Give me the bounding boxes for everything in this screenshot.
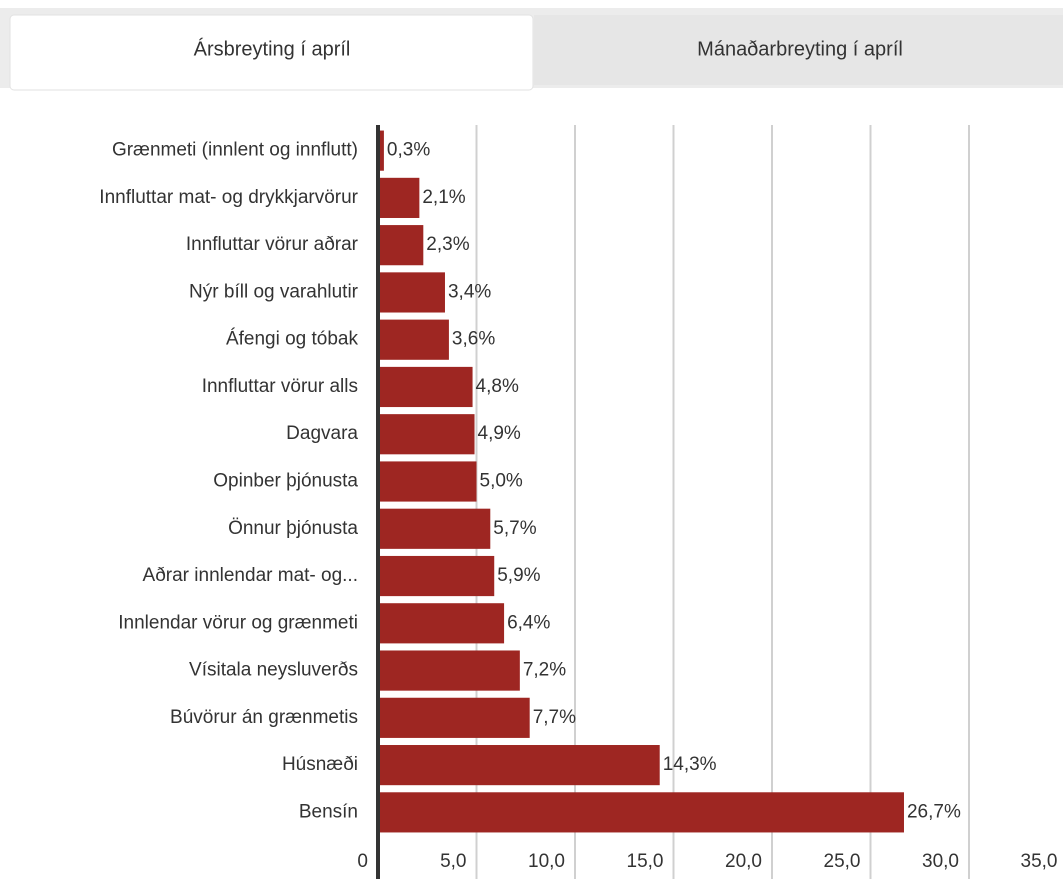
data-label: 0,3% xyxy=(387,140,430,161)
y-tick-label: Húsnæði xyxy=(282,754,358,775)
y-tick-label: Innfluttar mat- og drykkjarvörur xyxy=(99,187,358,208)
data-label: 4,9% xyxy=(478,423,521,444)
y-tick-label: Búvörur án grænmetis xyxy=(170,707,358,728)
bar xyxy=(378,650,520,691)
bar xyxy=(378,745,660,786)
y-tick-label: Nýr bíll og varahlutir xyxy=(189,281,359,302)
bar xyxy=(378,461,477,502)
x-tick-label: 30,0 xyxy=(922,851,959,872)
y-tick-label: Opinber þjónusta xyxy=(213,471,358,492)
y-tick-label: Önnur þjónusta xyxy=(228,518,358,539)
tab-label[interactable]: Ársbreyting í apríl xyxy=(194,37,351,60)
x-tick-label: 0 xyxy=(357,851,368,872)
tab-label[interactable]: Mánaðarbreyting í apríl xyxy=(697,38,903,60)
data-label: 2,1% xyxy=(422,187,465,208)
bar xyxy=(378,130,384,171)
bar xyxy=(378,272,445,313)
y-tick-label: Áfengi og tóbak xyxy=(226,329,359,350)
tab-active[interactable] xyxy=(9,14,534,91)
bar xyxy=(378,414,475,455)
bar xyxy=(378,508,491,549)
y-tick-label: Vísitala neysluverðs xyxy=(189,660,358,681)
bar xyxy=(378,366,473,408)
data-label: 5,7% xyxy=(493,518,536,539)
y-tick-label: Grænmeti (innlent og innflutt) xyxy=(112,140,358,161)
data-label: 6,4% xyxy=(507,612,550,633)
data-label: 5,9% xyxy=(497,565,540,586)
y-tick-label: Innfluttar vörur alls xyxy=(202,376,358,397)
y-tick-label: Bensín xyxy=(299,801,358,822)
x-tick-label: 35,0 xyxy=(1021,851,1058,872)
data-label: 7,2% xyxy=(523,660,566,681)
y-tick-label: Dagvara xyxy=(286,423,358,444)
bar xyxy=(378,225,424,266)
y-tick-label: Innfluttar vörur aðrar xyxy=(186,234,359,255)
data-label: 5,0% xyxy=(480,471,523,492)
data-label: 7,7% xyxy=(533,707,576,728)
bar xyxy=(378,177,420,218)
y-tick-label: Innlendar vörur og grænmeti xyxy=(118,612,358,633)
x-tick-label: 25,0 xyxy=(824,851,861,872)
bar xyxy=(378,697,530,738)
y-tick-label: Aðrar innlendar mat- og... xyxy=(143,565,358,586)
data-label: 3,6% xyxy=(452,329,495,350)
data-label: 2,3% xyxy=(426,234,469,255)
data-label: 3,4% xyxy=(448,281,491,302)
x-tick-label: 20,0 xyxy=(725,851,762,872)
x-tick-label: 15,0 xyxy=(627,851,664,872)
x-tick-label: 5,0 xyxy=(440,851,466,872)
data-label: 14,3% xyxy=(663,754,717,775)
bar xyxy=(378,792,904,833)
bar xyxy=(378,555,495,597)
x-tick-label: 10,0 xyxy=(528,851,565,872)
bar xyxy=(378,319,449,360)
data-label: 4,8% xyxy=(476,376,519,397)
data-label: 26,7% xyxy=(907,801,961,822)
bar xyxy=(378,603,505,644)
tab-inactive[interactable] xyxy=(534,15,1063,85)
